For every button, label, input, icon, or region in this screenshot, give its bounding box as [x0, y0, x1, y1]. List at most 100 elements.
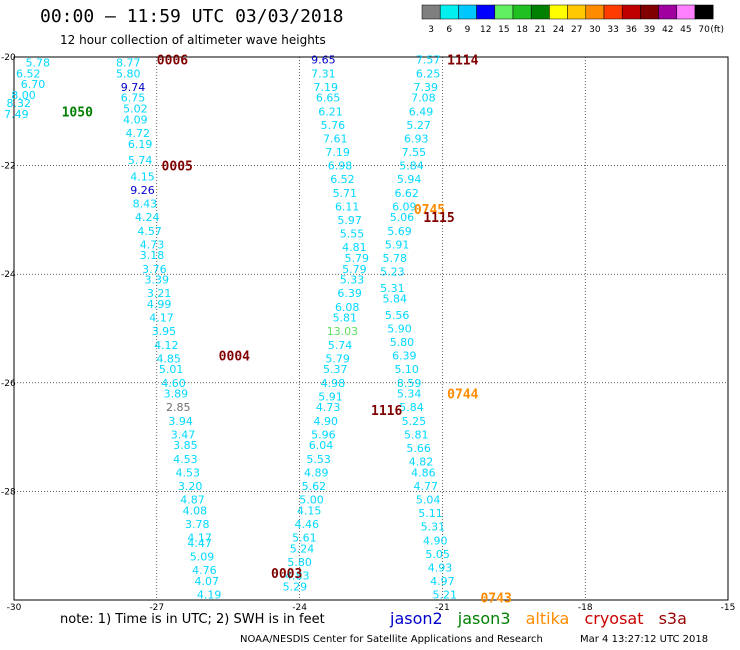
wave-height-value: 5.10 [394, 363, 419, 376]
wave-height-value: 7.57 [416, 54, 441, 67]
wave-height-value: 8.00 [11, 89, 36, 102]
legend-cryosat: cryosat [584, 609, 644, 628]
colorbar-label: (ft) [710, 25, 724, 35]
wave-height-value: 5.97 [337, 214, 362, 227]
pass-label: 1116 [371, 404, 402, 419]
wave-height-value: 4.85 [156, 352, 181, 365]
wave-height-value: 4.86 [411, 466, 436, 479]
wave-height-value: 5.79 [325, 352, 350, 365]
wave-height-value: 5.25 [402, 415, 427, 428]
wave-height-value: 4.72 [126, 127, 151, 140]
wave-height-value: 5.90 [387, 323, 412, 336]
pass-label: 1050 [62, 105, 93, 120]
pass-label: 0006 [157, 54, 188, 69]
satellite-legend: jason2 jason3 altika cryosat s3a [390, 609, 697, 628]
wave-height-value: 6.49 [409, 105, 434, 118]
wave-height-value: 8.43 [133, 198, 158, 211]
wave-height-value: 4.98 [321, 377, 346, 390]
wave-height-value: 5.76 [321, 119, 346, 132]
wave-height-value: 5.34 [397, 388, 422, 401]
wave-height-value: 5.79 [344, 252, 369, 265]
wave-height-value: 7.19 [325, 146, 350, 159]
colorbar-swatch [494, 4, 514, 20]
colorbar-swatch [530, 4, 550, 20]
wave-height-value: 4.12 [154, 339, 179, 352]
wave-height-value: 4.99 [147, 298, 172, 311]
wave-height-value: 4.93 [428, 561, 453, 574]
wave-height-value: 5.84 [399, 401, 424, 414]
wave-height-value: 6.75 [121, 92, 146, 105]
wave-height-value: 7.55 [402, 146, 427, 159]
wave-height-value: 4.19 [197, 589, 222, 602]
y-tick-label: -28 [1, 487, 16, 497]
wave-height-value: 5.81 [404, 428, 429, 441]
wave-height-value: 5.01 [159, 363, 184, 376]
wave-height-value: 6.19 [128, 138, 153, 151]
wave-height-value: 5.84 [383, 293, 408, 306]
y-tick-label: -20 [1, 53, 16, 63]
colorbar-swatch [640, 4, 659, 20]
credit-text: NOAA/NESDIS Center for Satellite Applica… [240, 634, 543, 645]
wave-height-value: 9.26 [130, 184, 155, 197]
wave-height-value: 6.65 [316, 92, 341, 105]
wave-height-value: 9.74 [121, 81, 146, 94]
wave-height-value: 4.47 [187, 537, 212, 550]
pass-label: 0744 [447, 388, 478, 403]
wave-height-value: 4.82 [409, 456, 434, 469]
wave-height-value: 5.61 [292, 532, 317, 545]
wave-height-value: 6.39 [392, 350, 417, 363]
wave-height-value: 5.23 [380, 265, 405, 278]
wave-height-value: 6.08 [335, 301, 360, 314]
wave-height-value: 6.11 [335, 200, 360, 213]
colorbar-label: 12 [480, 25, 491, 35]
wave-height-value: 5.80 [116, 67, 141, 80]
wave-height-value: 7.61 [323, 132, 348, 145]
colorbar-label: 9 [465, 25, 471, 35]
wave-height-value: 4.08 [183, 504, 208, 517]
colorbar-swatch [439, 4, 459, 20]
wave-height-value: 5.81 [333, 312, 358, 325]
wave-height-value: 6.62 [394, 187, 419, 200]
wave-height-value: 4.57 [137, 225, 162, 238]
pass-label: 0005 [162, 160, 193, 175]
colorbar-label: 30 [589, 25, 601, 35]
colorbar-swatch [567, 4, 587, 20]
colorbar-label: 36 [626, 25, 638, 35]
colorbar-label: 6 [446, 25, 452, 35]
wave-height-value: 4.60 [161, 377, 186, 390]
wave-height-value: 7.08 [411, 92, 436, 105]
wave-height-value: 5.00 [299, 494, 324, 507]
wave-height-value: 3.20 [178, 480, 203, 493]
wave-height-value: 4.87 [180, 494, 205, 507]
wave-height-value: 5.53 [306, 453, 331, 466]
wave-height-value: 5.05 [425, 548, 450, 561]
colorbar-swatch [585, 4, 605, 20]
wave-height-value: 4.17 [187, 532, 212, 545]
x-tick-label: -15 [721, 603, 736, 613]
wave-height-value: 5.74 [128, 154, 153, 167]
wave-height-value: 5.69 [387, 225, 412, 238]
colorbar-label: 24 [553, 25, 565, 35]
y-tick-label: -22 [1, 162, 16, 172]
wave-height-value: 3.39 [145, 274, 170, 287]
wave-height-value: 6.52 [16, 67, 41, 80]
wave-height-value: 5.84 [399, 160, 424, 173]
colorbar-swatch [458, 4, 477, 20]
wave-height-value: 4.53 [175, 466, 200, 479]
wave-height-value: 6.98 [328, 160, 353, 173]
legend-altika: altika [525, 609, 570, 628]
colorbar-label: 45 [680, 25, 691, 35]
wave-height-value: 6.21 [318, 105, 343, 118]
legend-jason3: jason3 [457, 609, 511, 628]
wave-height-value: 8.77 [116, 56, 141, 69]
wave-height-value: 5.31 [421, 521, 446, 534]
wave-height-value: 5.78 [26, 56, 51, 69]
wave-height-value: 7.19 [314, 81, 339, 94]
wave-height-value: 5.55 [340, 227, 365, 240]
colorbar-label: 70 [698, 25, 710, 35]
wave-height-value: 3.94 [168, 415, 193, 428]
wave-height-value: 2.85 [166, 401, 191, 414]
wave-height-value: 8.59 [397, 377, 422, 390]
